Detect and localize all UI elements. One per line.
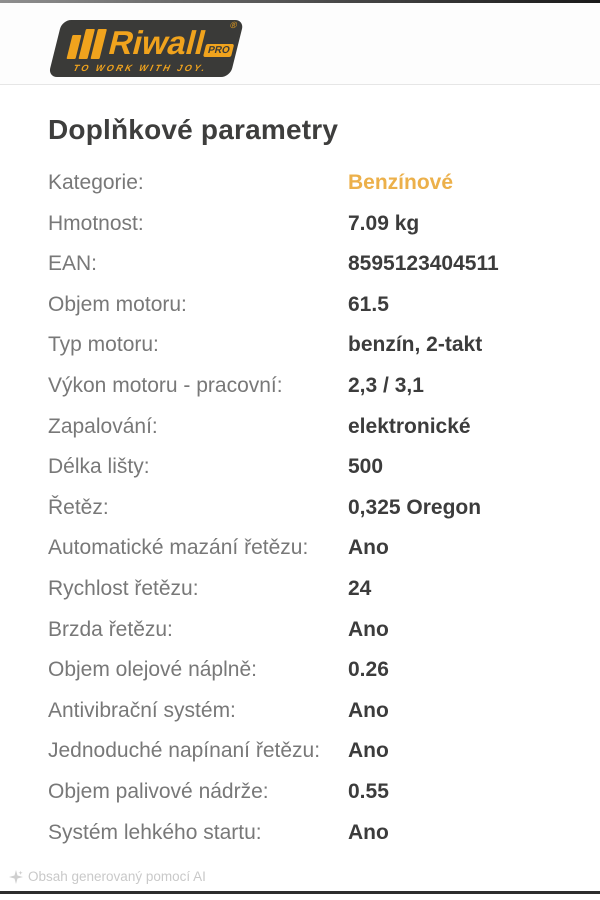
parameter-label: Objem olejové náplně: — [48, 658, 257, 682]
parameter-row: Antivibrační systém: Ano — [48, 699, 552, 740]
parameter-label: Automatické mazání řetězu: — [48, 536, 309, 560]
parameter-value: Ano — [348, 698, 389, 722]
parameter-label: Jednoduché napínaní řetězu: — [48, 739, 321, 763]
ai-generated-note: Obsah generovaný pomocí AI — [9, 869, 206, 884]
site-header: Riwall PRO ® TO WORK WITH JOY. — [0, 3, 600, 85]
parameter-row: Objem motoru: 61.5 — [48, 293, 552, 334]
parameter-label: Systém lehkého startu: — [48, 820, 262, 844]
parameter-row: Objem olejové náplně: 0.26 — [48, 658, 552, 699]
parameter-value: Ano — [348, 820, 389, 844]
logo-plate: Riwall PRO ® TO WORK WITH JOY. — [48, 20, 245, 77]
parameter-row: Objem palivové nádrže: 0.55 — [48, 780, 552, 821]
parameter-value: 24 — [348, 576, 372, 600]
section-title: Doplňkové parametry — [48, 114, 339, 145]
parameter-row: Jednoduché napínaní řetězu: Ano — [48, 739, 552, 780]
ai-note-text: Obsah generovaný pomocí AI — [28, 869, 206, 884]
riwall-logo[interactable]: Riwall PRO ® TO WORK WITH JOY. — [48, 20, 245, 77]
parameter-value: 8595123404511 — [348, 252, 499, 276]
parameter-label: Brzda řetězu: — [48, 617, 173, 641]
parameter-label: Výkon motoru - pracovní: — [48, 373, 283, 397]
parameter-label: Kategorie: — [48, 171, 144, 194]
logo-bars-icon — [66, 29, 107, 59]
parameter-row: Řetěz: 0,325 Oregon — [48, 496, 552, 537]
parameter-label: Objem palivové nádrže: — [48, 779, 269, 803]
logo-wordmark: Riwall — [104, 24, 210, 61]
ai-sparkle-icon — [9, 869, 23, 884]
parameter-value: 61.5 — [348, 292, 389, 316]
parameter-label: EAN: — [48, 252, 98, 276]
top-edge-line — [0, 0, 600, 3]
parameter-label: Délka lišty: — [48, 455, 150, 479]
parameter-row: Automatické mazání řetězu: Ano — [48, 536, 552, 577]
parameter-row: Systém lehkého startu: Ano — [48, 821, 552, 862]
parameter-value: 2,3 / 3,1 — [348, 373, 424, 397]
logo-tagline: TO WORK WITH JOY. — [72, 63, 209, 73]
parameter-row: Typ motoru: benzín, 2-takt — [48, 333, 552, 374]
parameter-row: EAN: 8595123404511 — [48, 252, 552, 293]
bottom-edge-line — [0, 891, 600, 894]
parameter-value: 0,325 Oregon — [348, 495, 482, 519]
parameter-row: Brzda řetězu: Ano — [48, 618, 552, 659]
parameter-value: Ano — [348, 739, 389, 763]
category-link[interactable]: Benzínové — [348, 171, 454, 194]
parameters-list: Kategorie: Benzínové Hmotnost: 7.09 kg E… — [48, 171, 552, 861]
logo-pro-badge: PRO — [203, 44, 235, 57]
parameter-row: Hmotnost: 7.09 kg — [48, 212, 552, 253]
parameter-value: elektronické — [348, 414, 471, 438]
parameter-label: Typ motoru: — [48, 333, 159, 357]
parameter-row: Kategorie: Benzínové — [48, 171, 552, 212]
parameter-label: Hmotnost: — [48, 211, 144, 235]
parameter-label: Rychlost řetězu: — [48, 576, 199, 600]
parameters-card: Doplňkové parametry Kategorie: Benzínové… — [0, 86, 600, 861]
parameter-label: Antivibrační systém: — [48, 698, 236, 722]
parameter-value: Ano — [348, 536, 389, 560]
parameter-row: Výkon motoru - pracovní: 2,3 / 3,1 — [48, 374, 552, 415]
parameter-value: 0.55 — [348, 779, 389, 803]
parameter-row: Zapalování: elektronické — [48, 415, 552, 456]
parameter-label: Řetěz: — [48, 495, 109, 519]
parameter-value: 7.09 kg — [348, 211, 420, 235]
parameter-value: 0.26 — [348, 658, 389, 682]
parameter-value: Ano — [348, 617, 389, 641]
parameter-value: benzín, 2-takt — [348, 333, 483, 357]
parameter-row: Délka lišty: 500 — [48, 455, 552, 496]
parameter-label: Zapalování: — [48, 414, 158, 438]
parameter-label: Objem motoru: — [48, 292, 187, 316]
registered-trademark-mark: ® — [229, 20, 239, 30]
parameter-value: 500 — [348, 455, 384, 479]
parameter-row: Rychlost řetězu: 24 — [48, 577, 552, 618]
